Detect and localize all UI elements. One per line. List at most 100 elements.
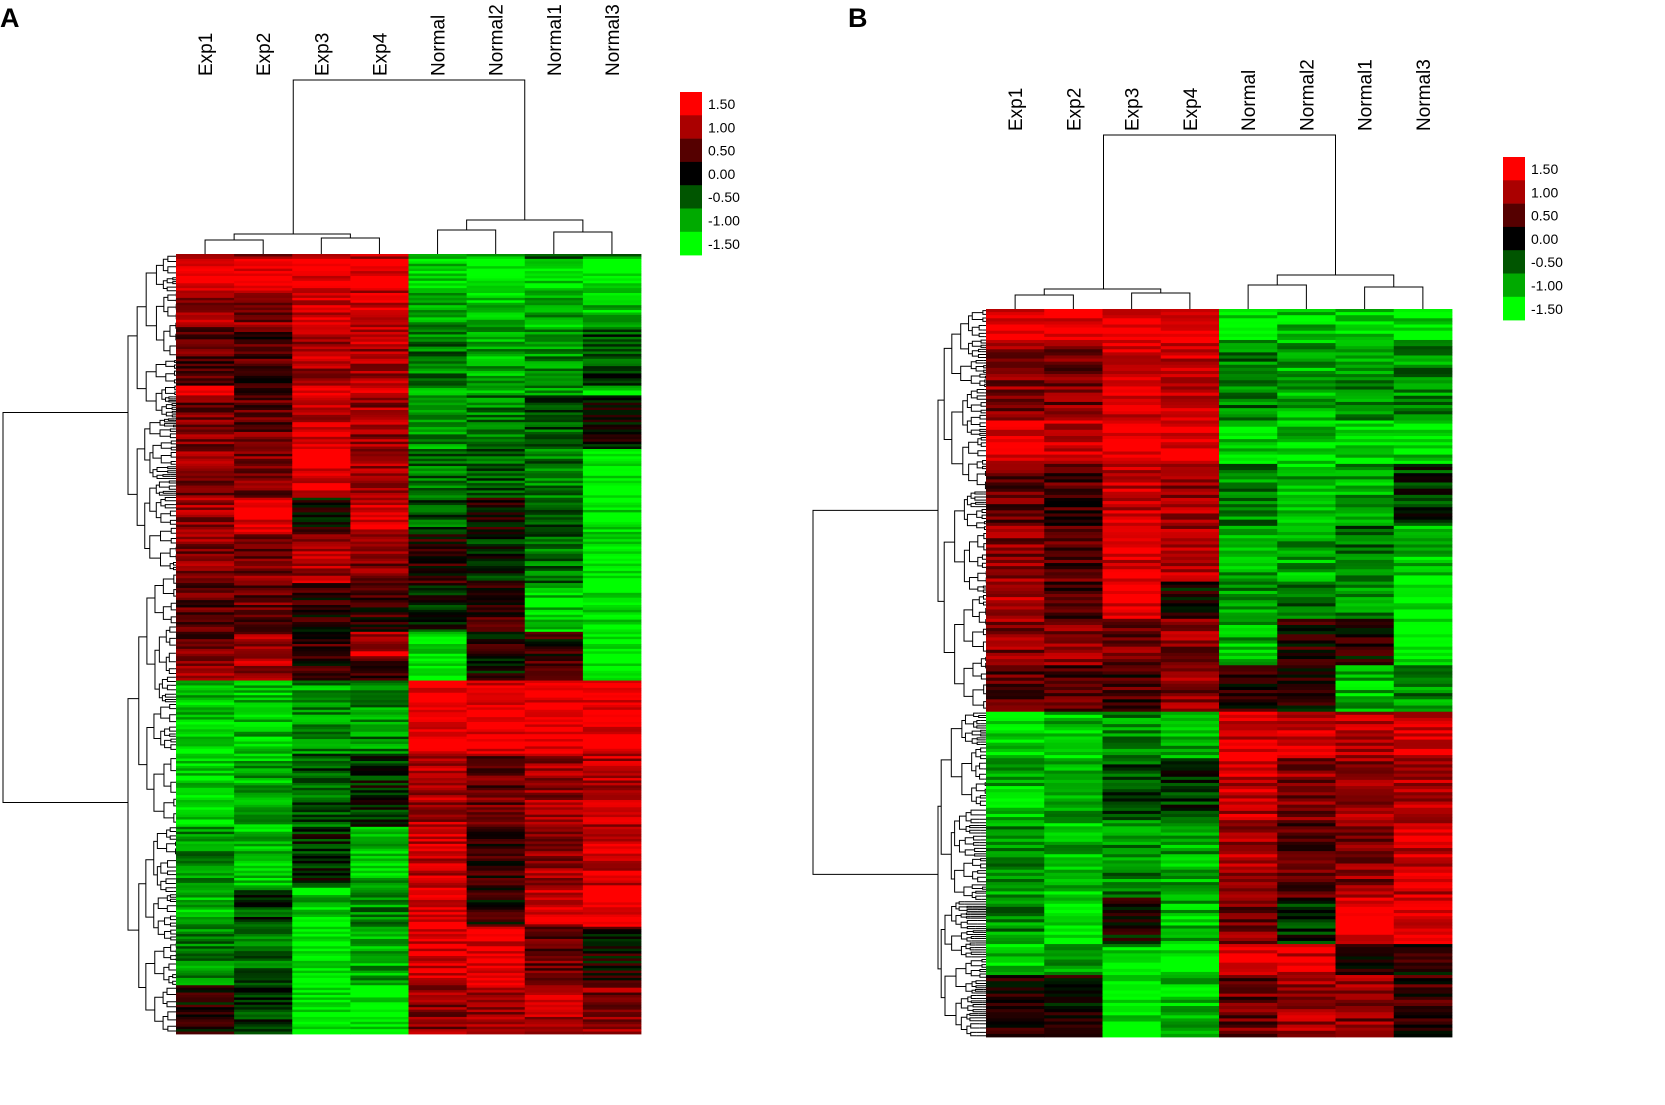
dendrogram-link: [960, 323, 969, 350]
heatmap-cell: [466, 585, 526, 589]
heatmap-cell: [524, 902, 584, 906]
heatmap-cell: [524, 607, 584, 611]
heatmap-cell: [292, 680, 351, 684]
heatmap-cell: [466, 800, 526, 803]
heatmap-cell: [408, 790, 468, 794]
heatmap-cell: [234, 931, 293, 935]
heatmap-cell: [1102, 525, 1162, 530]
heatmap-cell: [176, 761, 235, 764]
heatmap-cell: [234, 307, 293, 311]
heatmap-cell: [1160, 820, 1220, 824]
heatmap-cell: [176, 851, 235, 855]
heatmap-cell: [292, 719, 351, 723]
heatmap-cell: [350, 741, 409, 745]
heatmap-cell: [582, 670, 642, 674]
heatmap-cell: [582, 797, 642, 801]
dendrogram-link: [166, 905, 178, 912]
heatmap-cell: [986, 686, 1045, 691]
heatmap-cell: [350, 700, 409, 703]
heatmap-cell: [1335, 448, 1395, 452]
heatmap-cell: [986, 448, 1045, 452]
heatmap-cell: [1277, 680, 1336, 685]
heatmap-cell: [1044, 755, 1103, 759]
heatmap-cell: [524, 439, 584, 443]
dendrogram-link: [969, 1017, 975, 1022]
heatmap-cell: [350, 763, 409, 767]
dendrogram-link: [173, 561, 178, 566]
heatmap-cell: [176, 327, 235, 330]
heatmap-cell: [466, 580, 526, 584]
heatmap-cell: [408, 290, 468, 294]
heatmap-cell: [524, 334, 584, 338]
heatmap-cell: [1219, 767, 1278, 771]
heatmap-cell: [582, 792, 642, 796]
heatmap-cell: [350, 956, 409, 959]
dendrogram-link: [980, 747, 991, 753]
heatmap-cell: [234, 914, 293, 918]
heatmap-cell: [1393, 798, 1453, 802]
heatmap-cell: [408, 707, 468, 711]
heatmap-cell: [1160, 702, 1220, 706]
heatmap-cell: [292, 704, 351, 708]
heatmap-cell: [408, 424, 468, 428]
dendrogram-link: [970, 404, 982, 412]
heatmap-cell: [350, 885, 409, 889]
heatmap-cell: [1277, 637, 1336, 641]
heatmap-cell: [408, 800, 468, 803]
heatmap-cell: [176, 673, 235, 677]
heatmap-cell: [524, 739, 584, 742]
dendrogram-link: [979, 800, 991, 806]
heatmap-cell: [234, 748, 293, 752]
heatmap-cell: [234, 1029, 293, 1032]
heatmap-cell: [1044, 572, 1103, 576]
heatmap-cell: [1335, 801, 1395, 806]
heatmap-cell: [466, 985, 526, 989]
heatmap-cell: [582, 529, 642, 533]
dendrogram-link: [960, 932, 967, 940]
heatmap-cell: [582, 509, 642, 513]
heatmap-cell: [524, 363, 584, 367]
dendrogram-link: [155, 484, 160, 494]
heatmap-cell: [176, 977, 235, 981]
heatmap-cell: [292, 466, 351, 469]
heatmap-cell: [1277, 466, 1336, 471]
heatmap-cell: [1102, 501, 1162, 505]
heatmap-cell: [234, 751, 293, 755]
heatmap-cell: [176, 375, 235, 379]
heatmap-cell: [408, 868, 468, 872]
heatmap-cell: [524, 278, 584, 282]
heatmap-cell: [1102, 315, 1162, 319]
heatmap-cell: [582, 1031, 642, 1035]
heatmap-cell: [1102, 550, 1162, 555]
heatmap-cell: [1277, 556, 1336, 561]
heatmap-cell: [1219, 374, 1278, 378]
heatmap-cell: [1393, 380, 1453, 384]
heatmap-cell: [292, 753, 351, 757]
heatmap-cell: [234, 314, 293, 318]
heatmap-cell: [176, 956, 235, 959]
heatmap-cell: [1044, 745, 1103, 750]
heatmap-cell: [176, 590, 235, 594]
heatmap-cell: [466, 414, 526, 418]
heatmap-cell: [408, 734, 468, 738]
heatmap-cell: [524, 366, 584, 369]
row-dendrogram: [812, 310, 1002, 1037]
heatmap-cell: [234, 395, 293, 399]
heatmap-cell: [292, 295, 351, 299]
heatmap-cell: [1044, 411, 1103, 415]
heatmap-cell: [292, 310, 351, 313]
heatmap-cell: [1219, 470, 1278, 474]
heatmap-cell: [408, 314, 468, 318]
dendrogram-link: [166, 987, 178, 996]
heatmap-cell: [176, 697, 235, 701]
heatmap-cell: [1335, 714, 1395, 719]
heatmap-cell: [408, 254, 468, 257]
heatmap-cell: [408, 1012, 468, 1015]
heatmap-cell: [350, 410, 409, 413]
heatmap-cell: [466, 977, 526, 981]
heatmap-cell: [524, 680, 584, 684]
heatmap-cell: [408, 412, 468, 416]
heatmap-cell: [1160, 739, 1220, 744]
heatmap-cell: [1335, 835, 1395, 840]
heatmap-cell: [1044, 367, 1103, 372]
